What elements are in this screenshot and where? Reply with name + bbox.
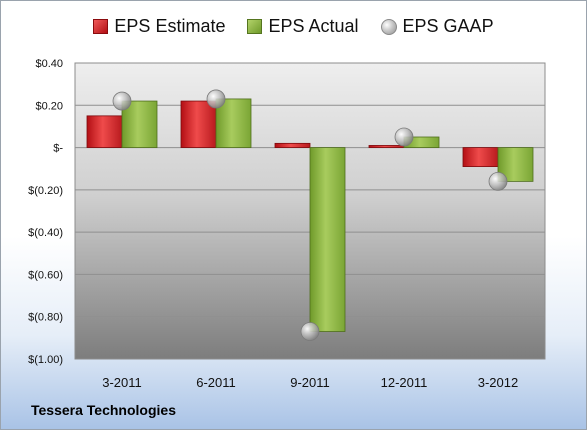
eps-gaap-marker — [112, 91, 132, 111]
legend-item-eps-gaap: EPS GAAP — [380, 16, 494, 37]
y-tick-label: $0.20 — [35, 100, 63, 112]
x-tick-label: 6-2011 — [196, 375, 236, 390]
y-tick-label: $(0.20) — [28, 185, 63, 197]
legend-swatch-eps-gaap — [380, 18, 397, 35]
y-tick-label: $- — [53, 143, 63, 155]
y-axis: $0.40 $0.20 $- $(0.20) $(0.40) $(0.60) $(0.80)… — [28, 58, 63, 366]
eps-estimate-bar — [274, 142, 311, 148]
eps-gaap-marker — [300, 322, 320, 341]
eps-actual-bar — [121, 100, 158, 148]
eps-gaap-marker — [206, 89, 226, 109]
legend-swatch-eps-estimate — [93, 19, 109, 34]
eps-estimate-bar — [180, 100, 217, 148]
legend-item-eps-estimate: EPS Estimate — [93, 16, 225, 37]
bars — [86, 98, 534, 332]
y-tick-label: $(0.80) — [28, 312, 63, 324]
eps-gaap-marker — [488, 171, 508, 191]
eps-estimate-bar — [462, 147, 499, 167]
eps-actual-bar — [215, 98, 252, 148]
legend-label-eps-gaap: EPS GAAP — [402, 16, 494, 36]
legend-label-eps-actual: EPS Actual — [268, 16, 359, 36]
x-tick-label: 9-2011 — [290, 375, 330, 390]
eps-actual-bar — [309, 147, 346, 332]
gaap-markers — [112, 89, 508, 341]
y-tick-label: $(1.00) — [28, 354, 63, 366]
legend: EPS Estimate EPS Actual EPS GAAP — [1, 16, 586, 37]
eps-estimate-bar — [368, 145, 405, 148]
x-tick-label: 3-2012 — [478, 375, 518, 390]
legend-item-eps-actual: EPS Actual — [247, 16, 359, 37]
y-tick-label: $0.40 — [35, 58, 63, 70]
legend-label-eps-estimate: EPS Estimate — [114, 16, 226, 36]
x-axis: 3-2011 6-2011 9-2011 12-2011 3-2012 — [102, 375, 518, 390]
eps-estimate-bar — [86, 115, 123, 148]
x-tick-label: 12-2011 — [381, 375, 428, 390]
eps-gaap-marker — [394, 127, 414, 147]
y-tick-label: $(0.40) — [28, 227, 63, 239]
y-tick-label: $(0.60) — [28, 269, 63, 281]
company-name: Tessera Technologies — [31, 402, 176, 418]
x-tick-label: 3-2011 — [102, 375, 142, 390]
legend-swatch-eps-actual — [247, 19, 263, 34]
